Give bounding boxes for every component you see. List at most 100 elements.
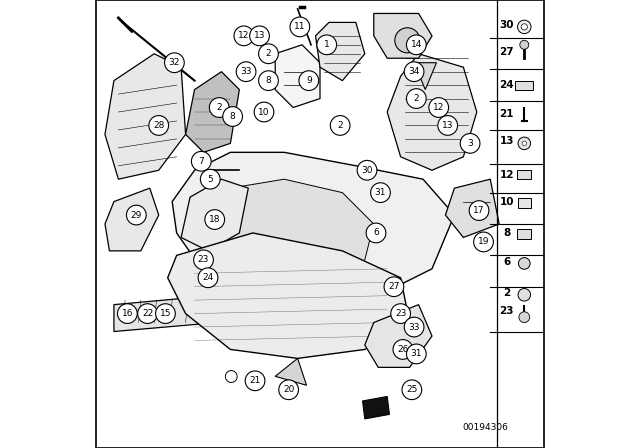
Circle shape — [149, 116, 168, 135]
Text: 23: 23 — [395, 309, 406, 318]
Polygon shape — [365, 305, 432, 367]
Circle shape — [245, 371, 265, 391]
Text: 8: 8 — [503, 228, 511, 238]
Polygon shape — [105, 54, 186, 179]
Circle shape — [279, 380, 298, 400]
Polygon shape — [114, 296, 217, 332]
Text: 12: 12 — [238, 31, 250, 40]
Text: 2: 2 — [413, 94, 419, 103]
Text: 21: 21 — [250, 376, 260, 385]
Text: 23: 23 — [198, 255, 209, 264]
Text: 2: 2 — [216, 103, 222, 112]
Text: 33: 33 — [241, 67, 252, 76]
Circle shape — [366, 223, 386, 243]
FancyBboxPatch shape — [515, 81, 533, 90]
Text: 27: 27 — [388, 282, 399, 291]
Circle shape — [234, 26, 253, 46]
Text: 30: 30 — [362, 166, 372, 175]
Circle shape — [429, 98, 449, 117]
Polygon shape — [275, 358, 307, 385]
Circle shape — [474, 232, 493, 252]
Circle shape — [127, 205, 146, 225]
Text: 13: 13 — [442, 121, 453, 130]
Circle shape — [518, 20, 531, 34]
Text: 19: 19 — [478, 237, 489, 246]
Circle shape — [384, 277, 404, 297]
Text: 5: 5 — [207, 175, 213, 184]
Circle shape — [371, 183, 390, 202]
Text: 25: 25 — [406, 385, 417, 394]
Circle shape — [330, 116, 350, 135]
Text: ○: ○ — [223, 367, 237, 385]
Circle shape — [391, 304, 410, 323]
Circle shape — [402, 380, 422, 400]
Circle shape — [460, 134, 480, 153]
Polygon shape — [414, 63, 436, 90]
Text: 13: 13 — [254, 31, 265, 40]
Polygon shape — [387, 54, 477, 170]
Circle shape — [205, 210, 225, 229]
Circle shape — [395, 28, 420, 53]
Text: 2: 2 — [266, 49, 271, 58]
Text: 28: 28 — [153, 121, 164, 130]
Text: 3: 3 — [467, 139, 473, 148]
Circle shape — [259, 71, 278, 90]
Text: 6: 6 — [373, 228, 379, 237]
Text: 15: 15 — [160, 309, 171, 318]
Text: 22: 22 — [142, 309, 153, 318]
Circle shape — [138, 304, 157, 323]
Text: 24: 24 — [202, 273, 214, 282]
Circle shape — [259, 44, 278, 64]
Polygon shape — [374, 13, 432, 58]
Polygon shape — [168, 233, 410, 358]
Circle shape — [223, 107, 243, 126]
Text: 30: 30 — [500, 20, 514, 30]
Bar — [517, 229, 531, 239]
Text: 13: 13 — [500, 136, 514, 146]
Polygon shape — [172, 152, 454, 323]
Circle shape — [194, 250, 213, 270]
Polygon shape — [186, 72, 239, 152]
Circle shape — [209, 98, 229, 117]
Circle shape — [522, 141, 527, 146]
Text: 21: 21 — [500, 109, 514, 119]
Text: 12: 12 — [433, 103, 444, 112]
Text: 1: 1 — [324, 40, 330, 49]
Text: 12: 12 — [500, 170, 514, 180]
Text: 27: 27 — [499, 47, 514, 56]
Polygon shape — [445, 179, 499, 237]
Text: 32: 32 — [169, 58, 180, 67]
Circle shape — [118, 304, 137, 323]
Circle shape — [200, 169, 220, 189]
Text: 00194306: 00194306 — [463, 423, 509, 432]
Text: 14: 14 — [411, 40, 422, 49]
Text: 31: 31 — [375, 188, 386, 197]
Circle shape — [520, 40, 529, 49]
Circle shape — [254, 102, 274, 122]
Circle shape — [250, 26, 269, 46]
Text: 2: 2 — [337, 121, 343, 130]
Circle shape — [518, 137, 531, 150]
Circle shape — [469, 201, 489, 220]
Circle shape — [191, 151, 211, 171]
Polygon shape — [316, 22, 365, 81]
Text: 17: 17 — [474, 206, 484, 215]
Circle shape — [299, 71, 319, 90]
Circle shape — [406, 89, 426, 108]
Circle shape — [406, 35, 426, 55]
Text: 33: 33 — [408, 323, 420, 332]
Polygon shape — [208, 179, 374, 287]
Text: 26: 26 — [397, 345, 408, 354]
Text: 34: 34 — [408, 67, 420, 76]
Text: 18: 18 — [209, 215, 220, 224]
Bar — [518, 198, 531, 208]
Text: 23: 23 — [500, 306, 514, 316]
Text: 20: 20 — [283, 385, 294, 394]
Circle shape — [438, 116, 458, 135]
Circle shape — [404, 62, 424, 82]
Text: 7: 7 — [198, 157, 204, 166]
Text: 8: 8 — [230, 112, 236, 121]
Text: 31: 31 — [411, 349, 422, 358]
Bar — [517, 170, 531, 179]
Text: 9: 9 — [306, 76, 312, 85]
